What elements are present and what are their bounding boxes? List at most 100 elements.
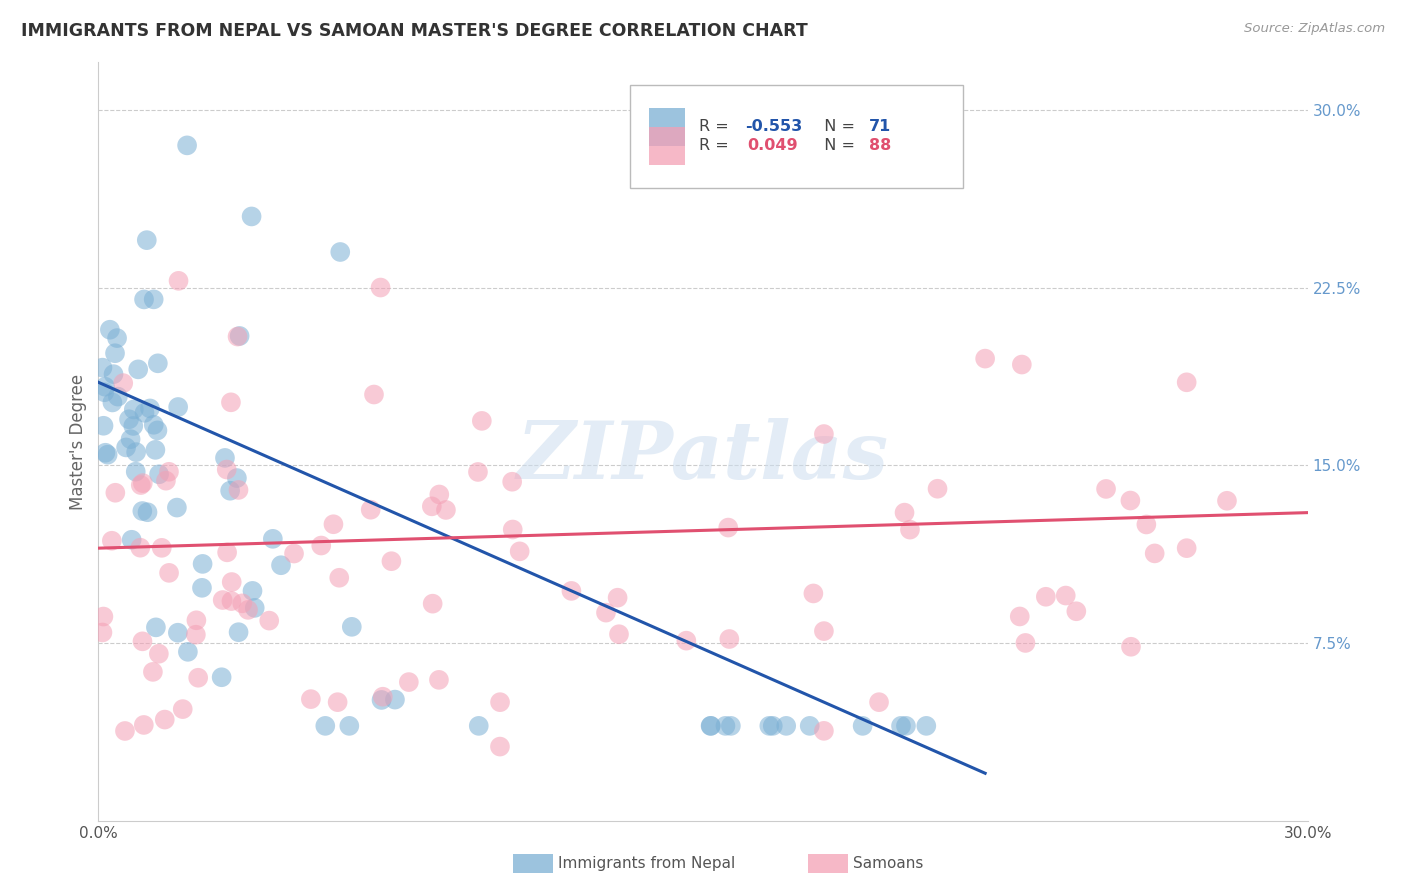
Point <box>1119 640 1142 654</box>
Point <box>94 380 117 394</box>
Point <box>1175 541 1198 556</box>
Point <box>226 329 249 343</box>
Point <box>125 445 148 459</box>
Point <box>1054 589 1077 603</box>
Point <box>219 483 242 498</box>
Point <box>467 465 489 479</box>
Point <box>675 633 697 648</box>
Point <box>132 293 155 307</box>
Point <box>104 346 127 360</box>
Point <box>97 448 120 462</box>
Point <box>322 517 344 532</box>
Text: Immigrants from Nepal: Immigrants from Nepal <box>558 856 735 871</box>
Point <box>257 614 280 628</box>
Point <box>927 482 949 496</box>
Point <box>145 620 167 634</box>
Point <box>434 503 457 517</box>
Point <box>211 670 233 684</box>
Point <box>813 427 835 442</box>
Point <box>718 632 741 646</box>
Point <box>150 541 173 555</box>
Point <box>868 695 890 709</box>
Point <box>153 713 176 727</box>
Point <box>236 603 259 617</box>
Point <box>131 504 153 518</box>
Point <box>384 692 406 706</box>
Point <box>283 547 305 561</box>
Text: -0.553: -0.553 <box>745 120 803 135</box>
Point <box>974 351 997 366</box>
Point <box>115 441 138 455</box>
Point <box>132 476 155 491</box>
Point <box>595 606 617 620</box>
Point <box>762 719 785 733</box>
Point <box>125 465 148 479</box>
Point <box>101 533 124 548</box>
Point <box>228 329 250 343</box>
Point <box>502 523 524 537</box>
Point <box>468 719 491 733</box>
Point <box>360 502 382 516</box>
Point <box>422 597 444 611</box>
Point <box>799 719 821 733</box>
Point <box>489 739 512 754</box>
Point <box>427 673 450 687</box>
Text: R =: R = <box>699 120 734 135</box>
Point <box>157 566 180 580</box>
Point <box>509 544 531 558</box>
Point <box>228 483 250 497</box>
Point <box>219 395 242 409</box>
Point <box>717 520 740 534</box>
Point <box>329 244 352 259</box>
Point <box>852 719 875 733</box>
Point <box>120 432 142 446</box>
Point <box>714 719 737 733</box>
Point <box>228 625 250 640</box>
Point <box>105 331 128 345</box>
Bar <box>648 108 685 145</box>
Point <box>148 467 170 482</box>
Point <box>93 609 115 624</box>
Point <box>91 625 114 640</box>
Text: N =: N = <box>814 138 860 153</box>
Point <box>606 591 628 605</box>
Point <box>142 665 165 679</box>
Point <box>699 719 721 733</box>
Point <box>700 719 723 733</box>
Point <box>242 583 264 598</box>
Point <box>103 367 125 381</box>
Point <box>122 419 145 434</box>
Point <box>91 360 114 375</box>
Point <box>328 571 350 585</box>
Point <box>167 625 190 640</box>
Point <box>489 695 512 709</box>
Point <box>314 719 336 733</box>
Point <box>1095 482 1118 496</box>
Point <box>101 395 124 409</box>
Point <box>136 505 159 519</box>
Point <box>112 376 135 391</box>
Point <box>893 506 915 520</box>
Point <box>93 385 115 400</box>
Point <box>720 719 742 733</box>
Point <box>221 574 243 589</box>
Point <box>145 442 167 457</box>
Point <box>131 634 153 648</box>
Point <box>1143 546 1166 560</box>
Y-axis label: Master's Degree: Master's Degree <box>69 374 87 509</box>
Point <box>890 719 912 733</box>
Point <box>915 719 938 733</box>
Point <box>326 695 349 709</box>
Point <box>142 293 165 307</box>
Text: 0.049: 0.049 <box>748 138 799 153</box>
Point <box>370 280 392 294</box>
Point <box>337 719 360 733</box>
Point <box>142 417 165 432</box>
Point <box>104 485 127 500</box>
Point <box>813 624 835 639</box>
Point <box>340 620 363 634</box>
Point <box>420 500 443 514</box>
Point <box>217 545 239 559</box>
Point <box>176 138 198 153</box>
Point <box>1119 493 1142 508</box>
